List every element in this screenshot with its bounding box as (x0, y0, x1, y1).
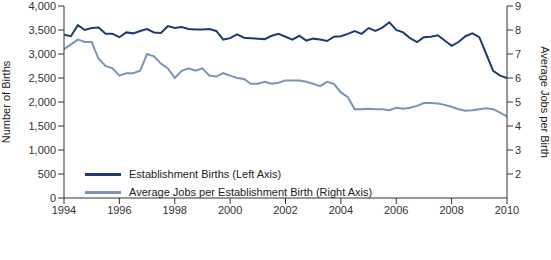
html-text:Establishment Births (Left Axi: Establishment Births (Left Axis) (129, 168, 282, 180)
svg-text:4: 4 (515, 120, 521, 132)
svg-text:2010: 2010 (495, 204, 519, 216)
svg-text:0: 0 (50, 192, 56, 204)
svg-text:3,500: 3,500 (28, 24, 56, 36)
svg-text:2,000: 2,000 (28, 96, 56, 108)
svg-text:1998: 1998 (163, 204, 187, 216)
svg-text:8: 8 (515, 24, 521, 36)
svg-text:2002: 2002 (273, 204, 297, 216)
svg-text:2008: 2008 (439, 204, 463, 216)
svg-text:2004: 2004 (329, 204, 353, 216)
svg-text:5: 5 (515, 96, 521, 108)
svg-text:Number of Births: Number of Births (0, 60, 12, 143)
svg-text:2006: 2006 (384, 204, 408, 216)
svg-text:4,000: 4,000 (28, 0, 56, 12)
svg-text:6: 6 (515, 72, 521, 84)
svg-text:1,500: 1,500 (28, 120, 56, 132)
svg-text:1994: 1994 (52, 204, 76, 216)
svg-text:2,500: 2,500 (28, 72, 56, 84)
svg-text:3: 3 (515, 144, 521, 156)
svg-text:500: 500 (38, 168, 56, 180)
html-text:Average Jobs per Establishment: Average Jobs per Establishment Birth (Ri… (129, 186, 373, 198)
svg-text:9: 9 (515, 0, 521, 12)
svg-text:7: 7 (515, 48, 521, 60)
svg-text:2: 2 (515, 168, 521, 180)
svg-text:1,000: 1,000 (28, 144, 56, 156)
svg-text:Average Jobs per Birth: Average Jobs per Birth (539, 46, 551, 158)
svg-text:1996: 1996 (107, 204, 131, 216)
svg-text:3,000: 3,000 (28, 48, 56, 60)
svg-text:2000: 2000 (218, 204, 242, 216)
